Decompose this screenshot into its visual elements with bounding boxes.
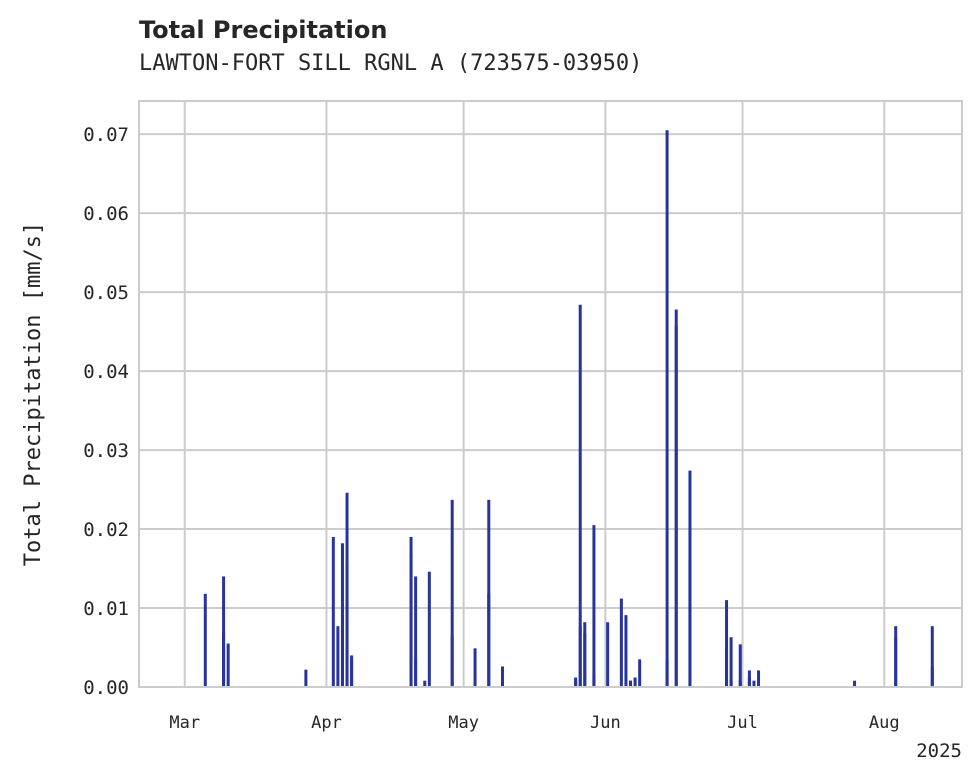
precipitation-bar [638, 659, 642, 687]
precipitation-bar [725, 648, 729, 687]
precipitation-bar [222, 576, 226, 687]
y-tick-label: 0.06 [83, 203, 129, 225]
y-tick-label: 0.04 [83, 361, 129, 383]
precipitation-bar [853, 680, 857, 687]
precipitation-bar [629, 680, 633, 687]
precipitation-bar [340, 614, 344, 687]
y-tick-label: 0.07 [83, 124, 129, 146]
precipitation-bar [930, 626, 934, 687]
x-tick-label: Jul [727, 713, 758, 733]
plot-frame [138, 100, 963, 688]
precipitation-bar [450, 635, 454, 687]
y-tick-label: 0.00 [83, 677, 129, 699]
precipitation-bar [450, 499, 454, 687]
precipitation-bar [427, 571, 431, 687]
precipitation-bar [592, 525, 596, 687]
precipitation-bar [592, 672, 596, 687]
precipitation-bar [665, 130, 669, 688]
precipitation-bar [619, 598, 623, 687]
y-tick-label: 0.01 [83, 598, 129, 620]
x-tick-label: Mar [169, 713, 200, 733]
precipitation-bar [894, 637, 898, 687]
precipitation-bar [345, 564, 349, 687]
precipitation-bar [606, 622, 610, 687]
precipitation-bar [500, 666, 504, 687]
precipitation-bar [930, 666, 934, 687]
x-tick-label: Apr [311, 713, 342, 733]
precipitation-bar [757, 670, 761, 687]
precipitation-bar [203, 593, 207, 687]
precipitation-bar [423, 680, 427, 687]
precipitation-bar [578, 304, 582, 687]
y-tick-label: 0.05 [83, 282, 129, 304]
precipitation-bar [487, 593, 491, 687]
x-tick-label: May [448, 713, 479, 733]
x-tick-label: Jun [590, 713, 621, 733]
precipitation-bar [222, 633, 226, 687]
grid [139, 101, 962, 688]
precipitation-bar [747, 670, 751, 687]
bars [203, 130, 934, 688]
precipitation-bar [414, 576, 418, 687]
y-axis-label: Total Precipitation [mm/s] [21, 222, 46, 566]
precipitation-bar [688, 560, 692, 687]
precipitation-bar [578, 626, 582, 687]
precipitation-bar [331, 536, 335, 687]
precipitation-bar [633, 677, 637, 687]
precipitation-bar [729, 637, 733, 687]
precipitation-bar [226, 643, 230, 687]
x-year-label: 2025 [916, 740, 962, 762]
chart-title: Total Precipitation [139, 16, 388, 44]
precipitation-bar [752, 680, 756, 687]
precipitation-bar [487, 499, 491, 687]
precipitation-bar [725, 680, 729, 687]
precipitation-bar [409, 554, 413, 687]
y-tick-label: 0.02 [83, 519, 129, 541]
precipitation-bar [336, 626, 340, 687]
chart-subtitle: LAWTON-FORT SILL RGNL A (723575-03950) [139, 51, 643, 76]
precipitation-bar [738, 644, 742, 687]
precipitation-bar [574, 680, 578, 687]
precipitation-bar [674, 309, 678, 687]
precipitation-bar [725, 600, 729, 687]
precipitation-bar [414, 659, 418, 687]
precipitation-bar [624, 615, 628, 687]
precipitation-bar [350, 659, 354, 687]
x-axis: Mar Apr May Jun Jul Aug [169, 713, 899, 733]
precipitation-bar [304, 669, 308, 687]
precipitation-bar [583, 622, 587, 687]
y-axis: 0.00 0.01 0.02 0.03 0.04 0.05 0.06 0.07 [83, 124, 129, 699]
x-tick-label: Aug [869, 713, 900, 733]
precipitation-bar [473, 648, 477, 687]
y-tick-label: 0.03 [83, 440, 129, 462]
